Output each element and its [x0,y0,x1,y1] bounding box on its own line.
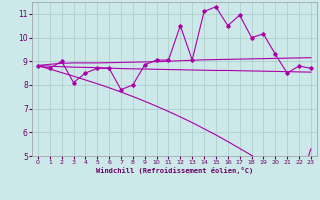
X-axis label: Windchill (Refroidissement éolien,°C): Windchill (Refroidissement éolien,°C) [96,167,253,174]
